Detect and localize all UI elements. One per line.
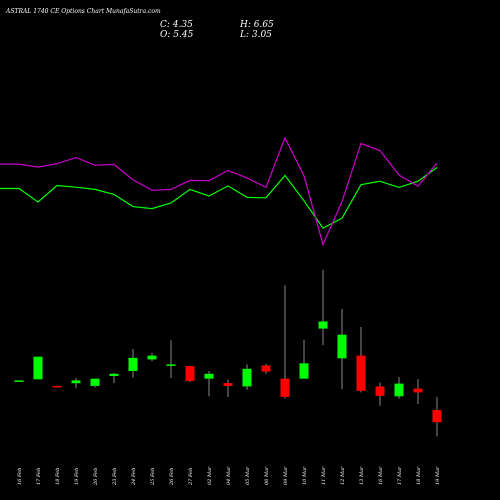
chart-title: ASTRAL 1740 CE Options Chart MunafaSutra… [5, 8, 161, 15]
x-tick-label: 04 Mar [226, 466, 232, 485]
x-tick-label: 05 Mar [245, 466, 251, 485]
x-tick-label: 09 Mar [283, 466, 289, 485]
candle-body [356, 355, 366, 391]
candle [33, 356, 43, 380]
candle-body [280, 378, 290, 397]
low-label: L: 3.05 [239, 30, 272, 40]
candle-body [242, 368, 252, 387]
candle [261, 363, 271, 374]
candle [394, 377, 404, 399]
x-axis-labels: 16 Feb 17 Feb 18 Feb 19 Feb 20 Feb 23 Feb 24 F… [17, 466, 441, 486]
candle [128, 349, 138, 378]
x-tick-label: 27 Feb [188, 468, 194, 486]
candle [71, 378, 81, 389]
candle-body [90, 378, 100, 386]
candle-body [432, 410, 442, 423]
candle [280, 285, 290, 399]
x-tick-label: 23 Feb [112, 468, 118, 486]
candles [14, 269, 442, 437]
candle-body [52, 385, 62, 388]
candle [337, 308, 347, 390]
candle-body [109, 373, 119, 376]
x-tick-label: 12 Mar [340, 466, 346, 485]
moving-average-green [0, 167, 438, 229]
x-tick-label: 02 Mar [207, 466, 213, 485]
candle [299, 339, 309, 379]
candle [90, 378, 100, 388]
candle-body [147, 355, 157, 360]
x-tick-label: 17 Feb [36, 468, 42, 485]
x-tick-label: 19 Mar [435, 466, 441, 485]
candle-body [337, 334, 347, 359]
candle [318, 269, 328, 346]
candle [204, 371, 214, 397]
moving-average-magenta [0, 136, 438, 247]
candle-body [33, 356, 43, 380]
x-tick-label: 18 Feb [55, 468, 61, 485]
x-tick-label: 17 Mar [397, 466, 403, 485]
x-tick-label: 25 Feb [150, 468, 156, 486]
candle [413, 379, 423, 404]
candle-body [261, 365, 271, 372]
x-tick-label: 24 Feb [131, 468, 137, 486]
candle-body [71, 380, 81, 384]
candle-body [223, 383, 233, 386]
close-label: C: 4.35 [160, 20, 193, 30]
x-tick-label: 06 Mar [264, 466, 270, 485]
candle [432, 396, 442, 437]
x-tick-label: 10 Mar [302, 466, 308, 485]
candle-body [128, 357, 138, 371]
candle [14, 380, 24, 382]
moving-average-lines [0, 136, 438, 247]
candle [185, 366, 195, 382]
candle [375, 382, 385, 406]
x-tick-label: 11 Mar [321, 466, 327, 485]
x-tick-label: 16 Feb [17, 468, 23, 485]
x-tick-label: 19 Feb [74, 468, 80, 485]
x-tick-label: 20 Feb [93, 468, 99, 486]
candle [109, 372, 119, 384]
candle-body [14, 380, 24, 382]
candle [356, 327, 366, 393]
candle-body [318, 321, 328, 329]
candle [242, 364, 252, 390]
candle-body [166, 364, 176, 366]
x-tick-label: 18 Mar [416, 466, 422, 485]
candle-body [299, 363, 309, 379]
candle [166, 340, 176, 379]
candle-body [185, 366, 195, 381]
x-tick-label: 13 Mar [359, 466, 365, 485]
candle [147, 352, 157, 362]
x-tick-label: 16 Mar [378, 466, 384, 485]
candle [223, 379, 233, 397]
candle-body [413, 388, 423, 393]
high-label: H: 6.65 [239, 20, 274, 30]
candle [52, 385, 62, 388]
candle-body [204, 373, 214, 379]
open-label: O: 5.45 [160, 30, 194, 40]
candle-body [375, 386, 385, 396]
candle-body [394, 383, 404, 397]
x-tick-label: 26 Feb [169, 468, 175, 486]
